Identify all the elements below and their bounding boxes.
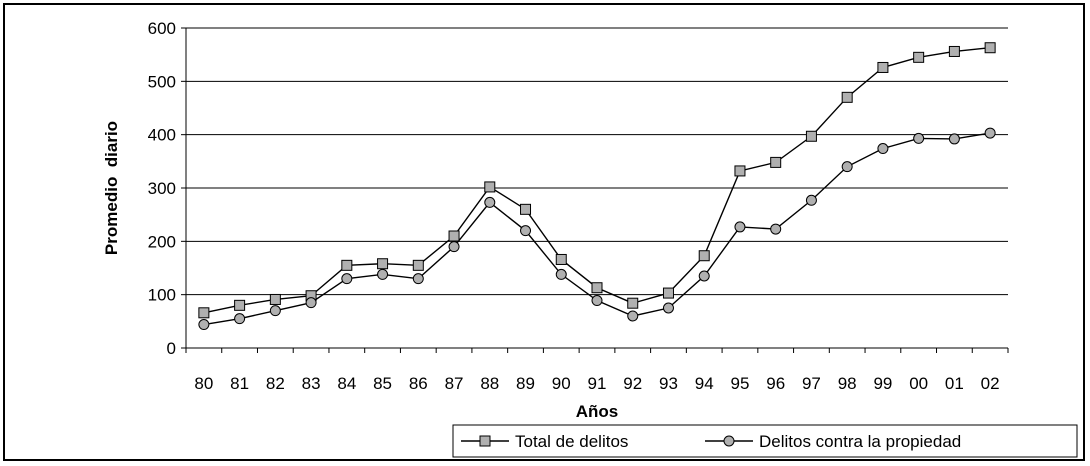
- x-tick-label: 98: [838, 374, 857, 393]
- x-tick-label: 84: [337, 374, 356, 393]
- data-point: [520, 203, 532, 215]
- x-tick-label: 95: [730, 374, 749, 393]
- data-point: [913, 51, 925, 63]
- data-point: [484, 196, 496, 208]
- data-point: [627, 297, 639, 309]
- data-point: [234, 313, 246, 325]
- x-tick-label: 81: [230, 374, 249, 393]
- data-point: [448, 230, 460, 242]
- data-point: [734, 165, 746, 177]
- x-tick-label: 91: [588, 374, 607, 393]
- y-tick-label: 0: [167, 339, 176, 358]
- legend-marker: [723, 435, 735, 447]
- y-tick-label: 400: [148, 126, 176, 145]
- legend-item: Delitos contra la propiedad: [705, 432, 961, 451]
- x-tick-label: 97: [802, 374, 821, 393]
- data-point: [198, 307, 210, 319]
- data-point: [877, 61, 889, 73]
- legend-box: [452, 424, 1078, 458]
- y-tick-label: 300: [148, 179, 176, 198]
- data-point: [662, 302, 674, 314]
- x-tick-label: 99: [873, 374, 892, 393]
- legend: Total de delitos Delitos contra la propie…: [452, 424, 1078, 458]
- data-point: [770, 223, 782, 235]
- data-point: [984, 42, 996, 54]
- data-point: [948, 133, 960, 145]
- x-tick-label: 88: [480, 374, 499, 393]
- series-layer: [198, 42, 996, 331]
- y-tick-label: 600: [148, 19, 176, 38]
- gridlines: [186, 27, 1008, 296]
- y-tick-label: 100: [148, 286, 176, 305]
- x-tick-label: 93: [659, 374, 678, 393]
- series-2: [198, 127, 996, 331]
- data-point: [591, 282, 603, 294]
- data-point: [627, 310, 639, 322]
- data-point: [841, 161, 853, 173]
- x-tick-label: 86: [409, 374, 428, 393]
- legend-item: Total de delitos: [461, 432, 628, 451]
- data-point: [984, 127, 996, 139]
- data-point: [305, 297, 317, 309]
- y-tick-label: 500: [148, 72, 176, 91]
- x-tick-label: 02: [981, 374, 1000, 393]
- data-point: [520, 225, 532, 237]
- x-tick-label: 90: [552, 374, 571, 393]
- data-point: [662, 287, 674, 299]
- data-point: [555, 253, 567, 265]
- x-tick-label: 92: [623, 374, 642, 393]
- data-point: [770, 156, 782, 168]
- data-point: [805, 130, 817, 142]
- data-point: [269, 293, 281, 305]
- data-point: [269, 305, 281, 317]
- data-point: [555, 268, 567, 280]
- y-tick-labels: 0 100 200 300 400 500 600: [148, 19, 176, 358]
- x-tick-label: 96: [766, 374, 785, 393]
- legend-label: Total de delitos: [515, 432, 628, 451]
- data-point: [448, 241, 460, 253]
- data-point: [412, 273, 424, 285]
- data-point: [377, 268, 389, 280]
- data-point: [198, 319, 210, 331]
- series-line: [203, 47, 991, 314]
- data-point: [698, 250, 710, 262]
- x-tick-label: 94: [695, 374, 714, 393]
- legend-label: Delitos contra la propiedad: [759, 432, 961, 451]
- data-point: [341, 273, 353, 285]
- data-point: [913, 132, 925, 144]
- series-1: [198, 42, 996, 319]
- x-tick-label: 89: [516, 374, 535, 393]
- x-tick-label: 00: [909, 374, 928, 393]
- data-point: [698, 270, 710, 282]
- x-axis-label: Años: [576, 402, 619, 421]
- data-point: [877, 143, 889, 155]
- data-point: [591, 295, 603, 307]
- x-tick-label: 83: [302, 374, 321, 393]
- data-point: [805, 194, 817, 206]
- data-point: [234, 299, 246, 311]
- chart-frame: 0 100 200 300 400 500 600 80 81 82 83 84 85 86 87 88 89…: [3, 3, 1085, 461]
- x-tick-label: 85: [373, 374, 392, 393]
- y-axis-label: Promedio diario: [102, 121, 121, 255]
- x-tick-label: 87: [445, 374, 464, 393]
- data-point: [948, 45, 960, 57]
- data-point: [841, 91, 853, 103]
- axes: [181, 27, 1009, 353]
- x-tick-label: 82: [266, 374, 285, 393]
- data-point: [734, 221, 746, 233]
- data-point: [341, 259, 353, 271]
- x-tick-labels: 80 81 82 83 84 85 86 87 88 89 90 91 92 93 94 95 96 97 98 99…: [194, 374, 999, 393]
- data-point: [377, 258, 389, 270]
- legend-marker: [479, 435, 491, 447]
- x-tick-label: 80: [194, 374, 213, 393]
- data-point: [412, 259, 424, 271]
- data-point: [484, 181, 496, 193]
- y-tick-label: 200: [148, 232, 176, 251]
- x-tick-label: 01: [945, 374, 964, 393]
